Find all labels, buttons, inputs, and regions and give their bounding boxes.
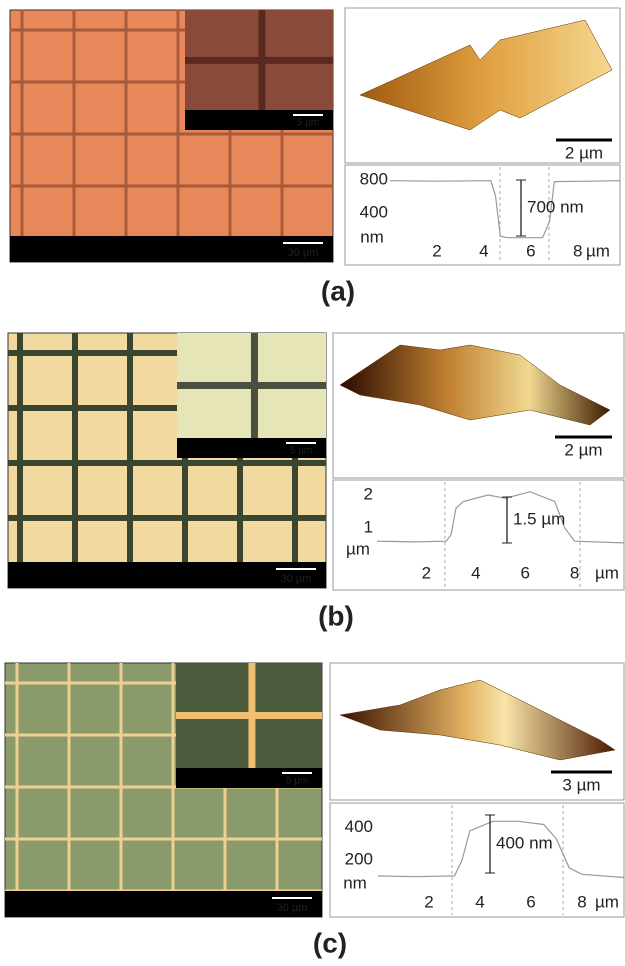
figure: 30 µm 5 µm 2 µm 2 4 6 8 400 800 µm nm 700 nm (a) 30 µ…	[0, 0, 625, 966]
y-unit: nm	[343, 873, 367, 892]
y-tick-label: 400	[345, 817, 373, 836]
inset-scale-label: 5 µm	[297, 118, 319, 129]
scale-bar-label: 30 µm	[281, 573, 312, 585]
inset-scale-label: 5 µm	[286, 776, 308, 787]
panel-label: (a)	[321, 275, 355, 306]
panel-label: (c)	[313, 927, 347, 958]
y-tick-label: 800	[360, 169, 388, 188]
y-tick-label: 400	[360, 202, 388, 221]
x-tick-label: 8	[573, 241, 582, 260]
y-unit: µm	[346, 539, 370, 558]
afm-scale-label: 3 µm	[562, 775, 600, 794]
x-tick-label: 2	[422, 563, 431, 582]
height-annotation: 700 nm	[527, 197, 584, 216]
y-tick-label: 2	[364, 484, 373, 503]
scale-bar-label: 30 µm	[277, 902, 308, 914]
inset-scale-label: 5 µm	[290, 446, 312, 457]
x-tick-label: 6	[520, 563, 529, 582]
panel-label: (b)	[318, 600, 354, 631]
scale-bar-strip	[5, 891, 322, 917]
x-tick-label: 6	[526, 241, 535, 260]
x-tick-label: 4	[475, 892, 484, 911]
height-annotation: 1.5 µm	[513, 509, 565, 528]
scale-bar-label: 30 µm	[288, 247, 319, 259]
x-unit: µm	[595, 892, 619, 911]
x-tick-label: 8	[570, 563, 579, 582]
scale-bar-strip	[10, 236, 333, 262]
x-tick-label: 2	[424, 892, 433, 911]
x-unit: µm	[595, 563, 619, 582]
x-unit: µm	[586, 241, 610, 260]
afm-scale-label: 2 µm	[564, 440, 602, 459]
y-tick-label: 200	[345, 849, 373, 868]
y-tick-label: 1	[364, 517, 373, 536]
x-tick-label: 4	[479, 241, 488, 260]
x-tick-label: 6	[526, 892, 535, 911]
height-annotation: 400 nm	[496, 833, 553, 852]
afm-scale-label: 2 µm	[565, 143, 603, 162]
scale-bar-strip	[8, 562, 326, 588]
x-tick-label: 4	[471, 563, 480, 582]
y-unit: nm	[360, 227, 384, 246]
x-tick-label: 2	[432, 241, 441, 260]
x-tick-label: 8	[577, 892, 586, 911]
